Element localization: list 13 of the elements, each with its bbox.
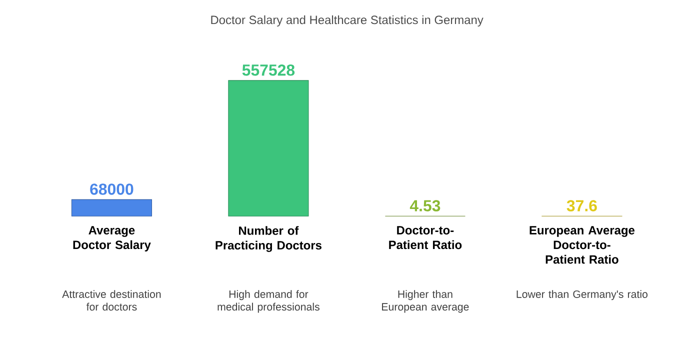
x-tick-label: Doctor-to-Patient Ratio: [389, 226, 462, 250]
data-label: 4.53: [410, 200, 440, 212]
chart-title: Doctor Salary and Healthcare Statistics in Germany: [211, 16, 484, 27]
x-tick-label: Average Doctor Salary: [73, 226, 151, 252]
text: Attractive destination for doctors: [62, 290, 161, 311]
x-tick-label: Number of Practicing Doctors: [216, 226, 322, 252]
data-label: 68000: [90, 184, 134, 196]
text: Lower than Germany's ratio: [516, 290, 648, 300]
data-label: 557528: [242, 64, 295, 76]
x-tick-label: European Average Doctor-to-Patient Ratio: [530, 226, 635, 264]
data-label: 37.6: [566, 200, 597, 212]
text: High demand for medical professionals: [218, 290, 320, 313]
text: Higher than European average: [382, 290, 469, 313]
